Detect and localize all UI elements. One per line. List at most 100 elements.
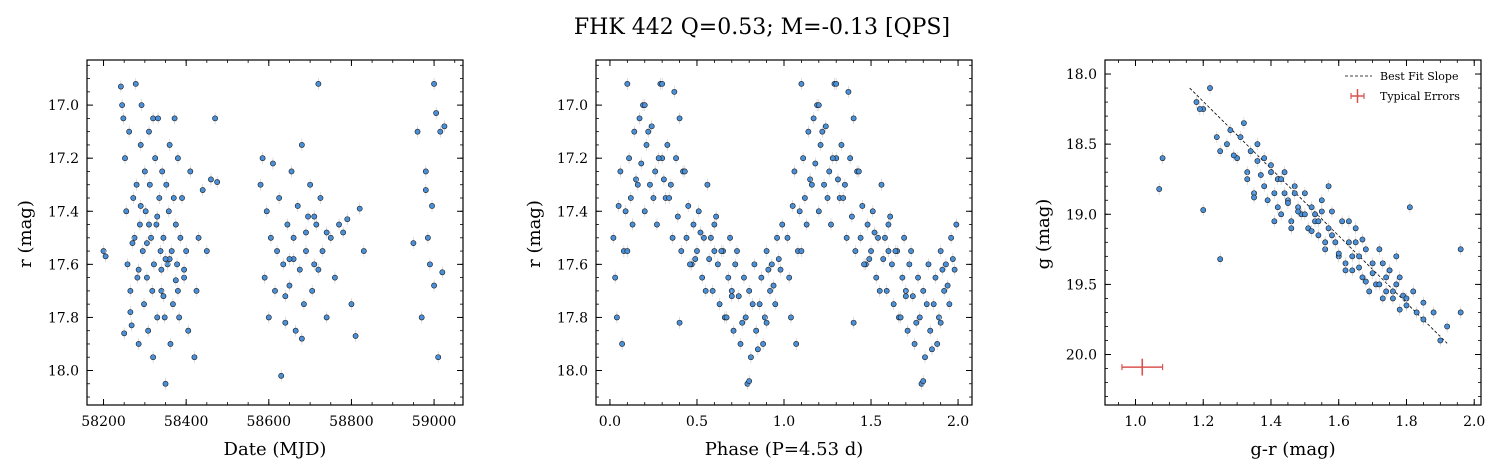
- data-point: [1339, 218, 1346, 225]
- data-point: [875, 234, 881, 241]
- data-point: [1281, 169, 1288, 176]
- data-point: [158, 266, 165, 273]
- data-point: [885, 248, 892, 254]
- y-axis-label-color: g (mag): [1033, 199, 1054, 270]
- y-tick-label: 17.0: [557, 98, 588, 114]
- data-point: [327, 234, 334, 241]
- data-point: [652, 168, 659, 175]
- data-point: [746, 378, 753, 385]
- data-point: [294, 203, 301, 209]
- data-point: [821, 181, 827, 188]
- figure-title: FHK 442 Q=0.53; M=-0.13 [QPS]: [574, 15, 950, 40]
- data-point: [265, 314, 272, 321]
- data-point: [904, 327, 911, 334]
- data-point: [871, 229, 878, 236]
- data-point: [174, 261, 180, 268]
- data-point: [282, 293, 289, 300]
- data-point: [808, 181, 815, 188]
- data-point: [674, 213, 681, 220]
- data-point: [624, 248, 631, 254]
- data-point: [1207, 85, 1213, 91]
- data-point: [137, 203, 144, 209]
- x-tick-label: 1.0: [1124, 414, 1146, 430]
- data-point: [798, 80, 805, 87]
- data-point: [151, 261, 157, 268]
- data-point: [286, 282, 293, 289]
- data-point: [748, 354, 754, 361]
- data-point: [429, 203, 435, 209]
- data-point: [810, 115, 817, 122]
- x-tick-label: 58400: [164, 414, 209, 430]
- legend-typical-errors-swatch: [1350, 89, 1365, 103]
- data-point: [144, 240, 150, 247]
- x-tick-label: 59000: [412, 414, 457, 430]
- data-point: [779, 221, 786, 228]
- data-point: [195, 234, 202, 241]
- data-point: [930, 301, 937, 308]
- data-point: [899, 274, 906, 281]
- data-point: [441, 123, 448, 130]
- data-point: [179, 195, 185, 201]
- data-point: [155, 115, 161, 122]
- data-point: [288, 168, 295, 175]
- data-point: [137, 142, 144, 148]
- data-point: [1274, 204, 1281, 211]
- data-point: [840, 195, 847, 201]
- data-point: [1261, 155, 1268, 162]
- data-point: [763, 319, 770, 326]
- data-point: [1318, 197, 1325, 204]
- data-point: [1369, 260, 1376, 267]
- data-point: [843, 234, 850, 241]
- x-tick-label: 58800: [329, 414, 374, 430]
- data-point: [835, 176, 841, 183]
- data-point: [613, 314, 620, 321]
- data-point: [257, 181, 264, 188]
- data-point: [1257, 172, 1264, 178]
- data-point: [704, 181, 711, 188]
- data-point: [850, 115, 857, 122]
- data-point: [157, 248, 164, 254]
- legend-best-fit-label: Best Fit Slope: [1380, 70, 1458, 83]
- data-point: [1390, 295, 1396, 302]
- data-point: [263, 208, 270, 215]
- data-point: [1420, 299, 1427, 306]
- data-point: [1271, 218, 1278, 225]
- data-point: [414, 128, 421, 135]
- data-point: [146, 181, 153, 188]
- data-point: [168, 248, 175, 254]
- y-tick-label: 20.0: [1066, 348, 1097, 364]
- data-point: [1285, 200, 1291, 206]
- data-point: [676, 115, 683, 122]
- data-point: [1383, 288, 1390, 295]
- data-point: [1437, 337, 1444, 344]
- data-point: [127, 309, 134, 316]
- data-point: [1376, 281, 1383, 288]
- data-point: [939, 266, 946, 273]
- data-point: [160, 234, 167, 241]
- data-point: [170, 195, 177, 201]
- data-point: [746, 287, 753, 294]
- data-point: [139, 248, 146, 254]
- data-point: [175, 155, 181, 162]
- data-point: [883, 287, 890, 294]
- data-point: [261, 274, 268, 281]
- data-point: [158, 287, 165, 294]
- data-point: [439, 269, 446, 276]
- data-point: [144, 274, 150, 281]
- data-point: [1251, 194, 1257, 201]
- data-point: [641, 102, 648, 109]
- data-point: [751, 261, 758, 268]
- data-point: [681, 168, 688, 175]
- data-point: [130, 195, 137, 201]
- data-point: [208, 176, 214, 183]
- data-point: [1217, 148, 1224, 155]
- data-point: [645, 128, 652, 135]
- data-point: [138, 102, 145, 109]
- data-point: [267, 234, 274, 241]
- data-point: [948, 234, 955, 241]
- data-point: [694, 248, 700, 254]
- data-point: [742, 314, 749, 321]
- data-point: [826, 168, 833, 175]
- data-point: [737, 341, 744, 347]
- data-point: [142, 208, 149, 215]
